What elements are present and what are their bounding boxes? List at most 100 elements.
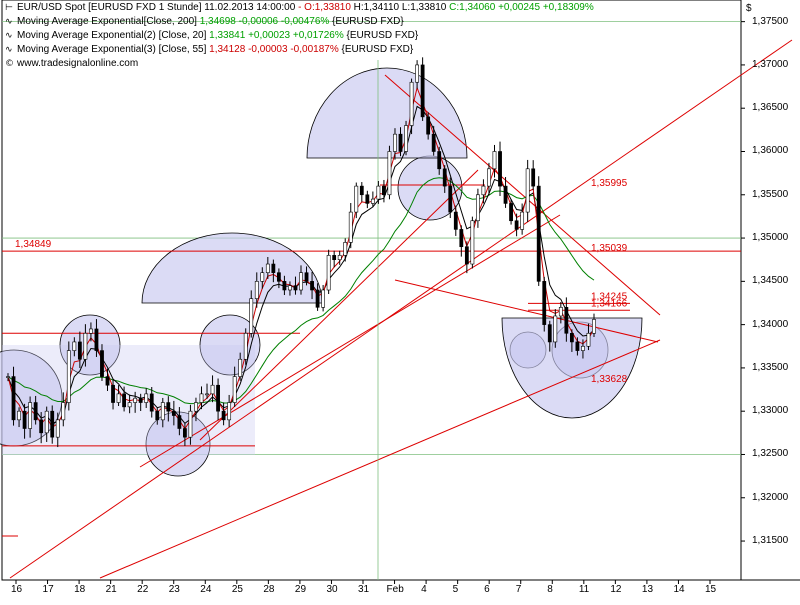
pattern-circle [199, 314, 261, 376]
ema2-suffix: {EURUSD FXD} [346, 30, 419, 41]
x-tick-label: 22 [137, 584, 149, 595]
candle-body [210, 384, 215, 395]
x-tick-label: 25 [231, 584, 243, 595]
x-tick-label: 18 [74, 584, 86, 595]
candle-body [94, 328, 99, 351]
candle-body [492, 151, 497, 170]
y-tick-label: 1,37000 [752, 58, 789, 70]
candle-body [299, 272, 303, 291]
candle-body [100, 350, 104, 377]
candle-body [188, 410, 193, 438]
candle-body [72, 341, 77, 351]
candle-body [509, 203, 513, 222]
candle-body [160, 402, 165, 421]
line-icon: ∿ [5, 45, 13, 55]
x-tick-label: 21 [105, 584, 117, 595]
x-tick-label: 28 [263, 584, 275, 595]
candle-body [382, 185, 386, 196]
candle-body [216, 384, 220, 412]
y-tick-label: 1,33500 [752, 361, 789, 373]
candle-body [304, 272, 309, 282]
pattern-circle [397, 155, 463, 221]
candle-body [470, 220, 475, 265]
candle-body [420, 64, 425, 118]
x-tick-label: 8 [547, 584, 553, 595]
ema1-label: Moving Average Exponential[Close, 200] [17, 16, 197, 27]
trend-line [99, 339, 661, 579]
y-tick-label: 1,36000 [752, 145, 789, 157]
header-ema3: ∿ Moving Average Exponential(3) [Close, 5… [5, 44, 413, 56]
candle-body [171, 410, 176, 416]
candle-body [254, 281, 259, 299]
y-tick-label: 1,37500 [752, 15, 789, 27]
trend-line [384, 74, 661, 316]
candle-body [459, 229, 464, 248]
x-tick-label: 4 [421, 584, 427, 595]
candle-body [525, 168, 530, 213]
candle-body [265, 263, 270, 273]
candle-body [514, 220, 519, 230]
candle-body [89, 328, 93, 334]
candle-body [260, 272, 265, 282]
x-tick-label: 23 [168, 584, 180, 595]
low-value: L:1,33810 [401, 2, 447, 13]
y-tick-label: 1,34500 [752, 275, 789, 287]
candle-body [249, 298, 254, 334]
candle-body [426, 116, 431, 135]
candle-body [44, 410, 49, 434]
candle-body [404, 125, 408, 152]
x-tick-label: 6 [484, 584, 490, 595]
candle-body [437, 151, 442, 170]
candle-body [547, 324, 552, 343]
candle-body [133, 397, 138, 403]
candle-body [144, 393, 149, 403]
candle-body [310, 281, 314, 291]
trend-line [139, 214, 561, 468]
candle-body [376, 185, 381, 200]
candle-body [288, 285, 292, 291]
candle-body [354, 185, 359, 213]
candle-body [227, 402, 232, 421]
candle-body [66, 350, 71, 403]
header-ema2: ∿ Moving Average Exponential(2) [Close, 2… [5, 30, 418, 42]
header-main: ⊢ EUR/USD Spot [EURUSD FXD 1 Stunde] 11.0… [5, 2, 594, 14]
trend-line [394, 279, 659, 343]
copyright-text: www.tradesignalonline.com [17, 58, 139, 69]
candle-body [415, 64, 419, 83]
candle-body [348, 211, 353, 243]
trend-line [199, 169, 479, 441]
candle-body [232, 376, 237, 403]
candle-body [50, 410, 55, 438]
line-icon: ∿ [5, 17, 13, 27]
candle-body [464, 246, 469, 265]
candle-body [586, 332, 591, 347]
x-tick-label: 24 [200, 584, 212, 595]
candle-body [293, 285, 298, 291]
candle-body [138, 397, 143, 403]
candle-body [487, 168, 491, 187]
candle-body [83, 332, 88, 360]
candle-body [343, 242, 348, 256]
candle-body [127, 402, 132, 408]
candle-body [321, 289, 326, 308]
pattern-arc [141, 232, 323, 304]
candle-body [105, 376, 110, 386]
candle-body [17, 410, 21, 421]
ema1-suffix: {EURUSD FXD} [332, 16, 404, 27]
copyright-icon: © [5, 59, 14, 69]
candle-body [581, 345, 585, 351]
candle-body [564, 307, 569, 334]
candle-body [276, 272, 281, 282]
candle-body [365, 194, 370, 204]
y-tick-label: 1,36500 [752, 102, 789, 114]
candle-body [243, 332, 248, 360]
candle-body [503, 185, 508, 204]
candle-body [238, 358, 243, 377]
candle-body [205, 393, 209, 396]
copyright-line: © www.tradesignalonline.com [5, 58, 138, 70]
candle-body [116, 393, 121, 403]
candle-body [61, 402, 66, 421]
x-tick-label: 31 [358, 584, 370, 595]
annotation-label: 1,35995 [591, 178, 628, 189]
